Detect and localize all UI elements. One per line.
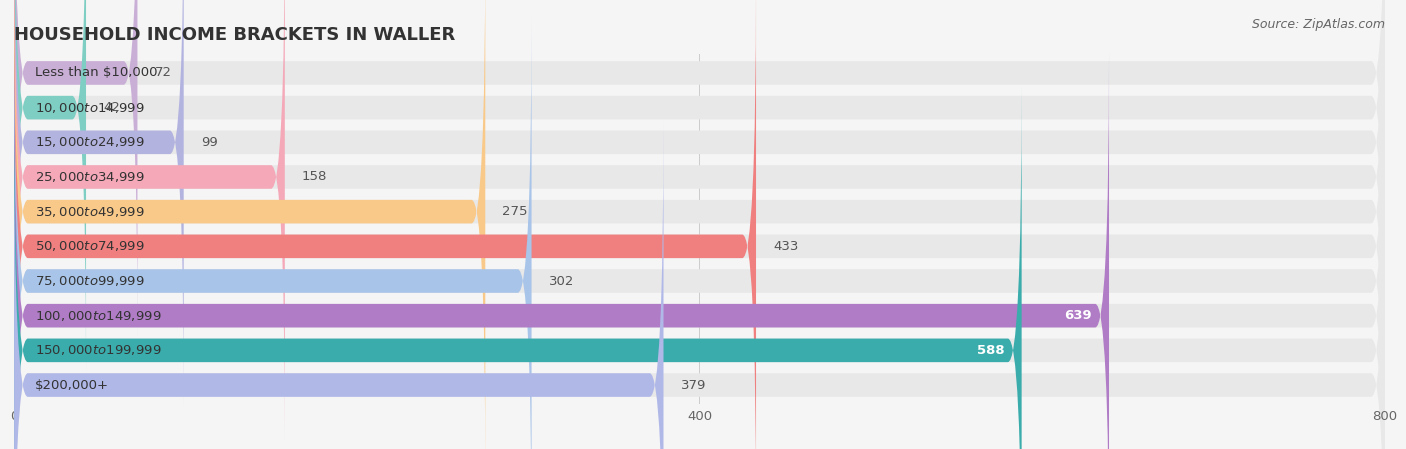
Text: $10,000 to $14,999: $10,000 to $14,999 [35,101,145,114]
Text: HOUSEHOLD INCOME BRACKETS IN WALLER: HOUSEHOLD INCOME BRACKETS IN WALLER [14,26,456,44]
FancyBboxPatch shape [14,0,138,339]
Text: $75,000 to $99,999: $75,000 to $99,999 [35,274,145,288]
Text: $35,000 to $49,999: $35,000 to $49,999 [35,205,145,219]
Text: 379: 379 [681,379,706,392]
Text: 433: 433 [773,240,799,253]
Text: 99: 99 [201,136,218,149]
FancyBboxPatch shape [14,0,485,449]
FancyBboxPatch shape [14,85,1385,449]
Text: 158: 158 [302,171,328,184]
Text: $25,000 to $34,999: $25,000 to $34,999 [35,170,145,184]
Text: 302: 302 [548,274,574,287]
FancyBboxPatch shape [14,85,1022,449]
FancyBboxPatch shape [14,0,285,443]
Text: 639: 639 [1064,309,1092,322]
FancyBboxPatch shape [14,50,1385,449]
FancyBboxPatch shape [14,15,1385,449]
FancyBboxPatch shape [14,0,1385,339]
Text: Less than $10,000: Less than $10,000 [35,66,157,79]
FancyBboxPatch shape [14,0,756,449]
Text: 275: 275 [502,205,527,218]
FancyBboxPatch shape [14,0,86,373]
Text: $50,000 to $74,999: $50,000 to $74,999 [35,239,145,253]
FancyBboxPatch shape [14,119,664,449]
Text: Source: ZipAtlas.com: Source: ZipAtlas.com [1251,18,1385,31]
FancyBboxPatch shape [14,0,1385,443]
Text: $200,000+: $200,000+ [35,379,108,392]
Text: 42: 42 [103,101,120,114]
FancyBboxPatch shape [14,0,1385,373]
FancyBboxPatch shape [14,119,1385,449]
Text: $15,000 to $24,999: $15,000 to $24,999 [35,135,145,150]
FancyBboxPatch shape [14,0,1385,449]
FancyBboxPatch shape [14,0,1385,449]
Text: $150,000 to $199,999: $150,000 to $199,999 [35,343,162,357]
Text: $100,000 to $149,999: $100,000 to $149,999 [35,308,162,323]
FancyBboxPatch shape [14,50,1109,449]
Text: 72: 72 [155,66,172,79]
FancyBboxPatch shape [14,0,184,408]
FancyBboxPatch shape [14,0,1385,408]
FancyBboxPatch shape [14,15,531,449]
Text: 588: 588 [977,344,1004,357]
